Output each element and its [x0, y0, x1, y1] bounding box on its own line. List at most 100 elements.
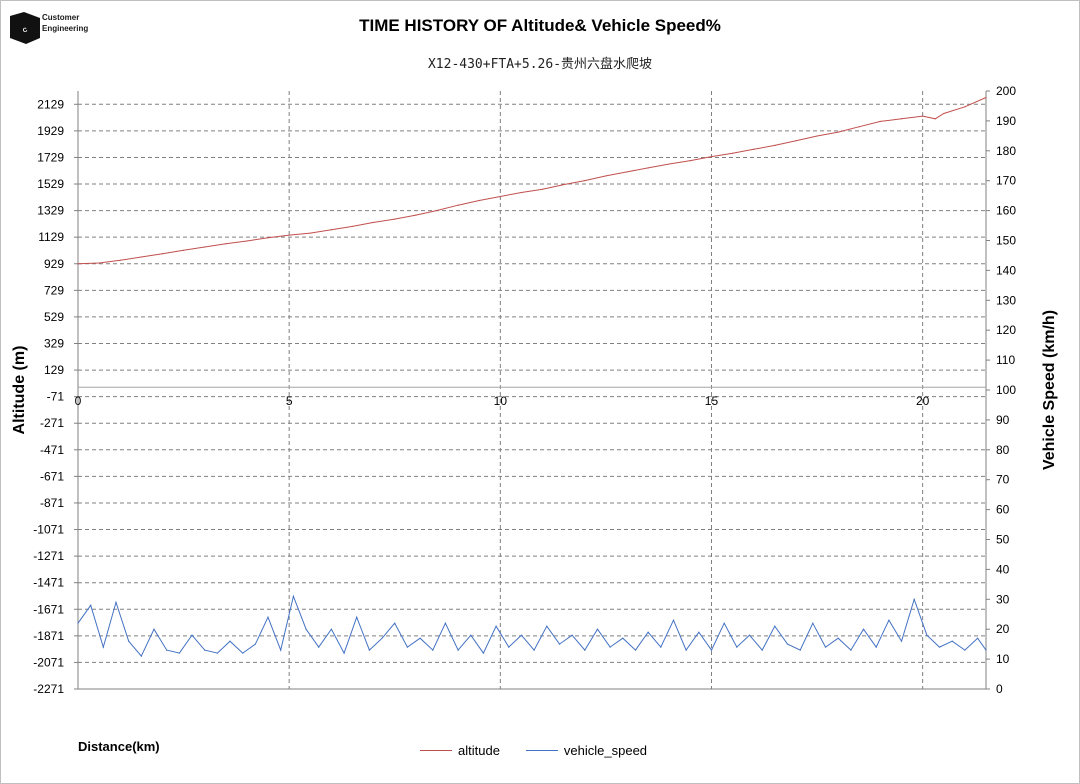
y-right-tick-label: 100 — [996, 383, 1016, 397]
data-point-altitude — [394, 218, 396, 220]
data-point-altitude — [267, 237, 269, 239]
data-point-vehicle-speed — [698, 631, 700, 633]
logo-text: Customer Engineering — [42, 12, 88, 34]
x-tick-label: 10 — [494, 394, 508, 408]
y-right-tick-label: 70 — [996, 473, 1010, 487]
data-point-vehicle-speed — [571, 634, 573, 636]
data-point-altitude — [943, 112, 945, 115]
legend-label-vehicle-speed: vehicle_speed — [563, 743, 648, 758]
data-point-vehicle-speed — [254, 643, 256, 645]
data-point-vehicle-speed — [267, 616, 269, 618]
y-left-tick-label: -1071 — [33, 523, 64, 537]
legend-swatch-altitude — [420, 750, 452, 751]
y-left-tick-label: -71 — [47, 390, 65, 404]
legend-label-altitude: altitude — [458, 743, 500, 758]
data-point-vehicle-speed — [140, 655, 142, 657]
data-point-vehicle-speed — [229, 640, 231, 642]
data-point-vehicle-speed — [191, 634, 193, 636]
data-point-vehicle-speed — [596, 628, 599, 630]
data-point-altitude — [879, 120, 882, 123]
data-point-vehicle-speed — [913, 598, 915, 600]
data-point-altitude — [605, 175, 607, 177]
data-point-altitude — [934, 118, 936, 120]
y-right-tick-label: 60 — [996, 503, 1010, 517]
data-point-vehicle-speed — [77, 622, 79, 624]
y-left-tick-label: -471 — [40, 443, 64, 457]
data-point-vehicle-speed — [178, 652, 180, 654]
data-point-vehicle-speed — [862, 628, 865, 630]
data-point-vehicle-speed — [938, 646, 941, 648]
data-point-altitude — [816, 135, 818, 137]
data-point-altitude — [689, 160, 691, 162]
data-point-vehicle-speed — [216, 652, 218, 654]
y-right-tick-label: 10 — [996, 652, 1010, 666]
data-point-vehicle-speed — [634, 649, 637, 651]
data-point-vehicle-speed — [964, 649, 966, 651]
logo-line2: Engineering — [42, 24, 89, 33]
y-left-tick-label: 1729 — [37, 150, 64, 164]
y-left-tick-label: -871 — [40, 496, 64, 510]
data-point-vehicle-speed — [470, 634, 472, 636]
data-point-vehicle-speed — [558, 643, 561, 645]
data-point-vehicle-speed — [926, 634, 928, 636]
data-point-vehicle-speed — [812, 622, 814, 624]
data-point-vehicle-speed — [115, 601, 117, 603]
data-point-vehicle-speed — [660, 646, 662, 648]
data-point-altitude — [858, 126, 860, 128]
y-left-tick-label: 2129 — [37, 97, 64, 111]
data-point-vehicle-speed — [710, 649, 713, 651]
data-point-vehicle-speed — [985, 649, 987, 651]
data-point-vehicle-speed — [837, 637, 839, 639]
y-left-tick-label: 1129 — [38, 230, 64, 244]
data-point-vehicle-speed — [786, 643, 789, 645]
data-point-vehicle-speed — [381, 637, 383, 639]
legend-item-altitude: altitude — [420, 743, 500, 758]
y-right-tick-label: 110 — [996, 353, 1015, 367]
y-left-tick-label: 129 — [44, 363, 64, 377]
data-point-altitude — [900, 118, 903, 120]
data-point-vehicle-speed — [546, 625, 548, 627]
y-left-tick-label: -1671 — [33, 602, 64, 616]
x-tick-label: 15 — [705, 394, 719, 408]
data-point-altitude — [478, 199, 480, 202]
data-point-altitude — [837, 131, 839, 133]
data-point-altitude — [330, 229, 332, 231]
data-point-altitude — [922, 115, 924, 117]
data-point-vehicle-speed — [774, 625, 776, 627]
y-right-tick-label: 40 — [996, 562, 1010, 576]
data-point-altitude — [584, 179, 586, 182]
y-left-axis-label: Altitude (m) — [11, 346, 28, 435]
chart-subtitle: X12-430+FTA+5.26-贵州六盘水爬坡 — [427, 57, 653, 72]
data-point-vehicle-speed — [368, 649, 371, 651]
data-point-vehicle-speed — [609, 646, 611, 648]
data-point-vehicle-speed — [419, 637, 421, 639]
data-point-vehicle-speed — [824, 646, 827, 648]
y-left-tick-label: 329 — [44, 336, 64, 350]
data-point-altitude — [668, 163, 670, 165]
x-tick-label: 5 — [286, 394, 293, 408]
y-right-tick-label: 200 — [996, 84, 1016, 98]
y-left-tick-label: -2271 — [33, 682, 64, 696]
y-right-tick-label: 130 — [996, 293, 1016, 307]
legend: altitude vehicle_speed — [420, 743, 673, 758]
y-left-tick-label: 1529 — [37, 177, 64, 191]
data-point-altitude — [520, 191, 523, 194]
y-left-tick-label: 1929 — [37, 124, 64, 138]
data-point-vehicle-speed — [748, 634, 751, 636]
data-point-vehicle-speed — [432, 649, 434, 651]
y-right-tick-label: 160 — [996, 204, 1016, 218]
data-point-vehicle-speed — [166, 649, 168, 651]
y-left-tick-label: -271 — [40, 416, 64, 430]
y-left-tick-label: -1271 — [33, 549, 64, 563]
y-right-axis-label: Vehicle Speed (km/h) — [1041, 310, 1058, 470]
data-point-altitude — [647, 167, 649, 169]
data-point-altitude — [225, 243, 227, 245]
data-point-altitude — [710, 156, 713, 158]
data-point-altitude — [732, 152, 734, 154]
data-point-vehicle-speed — [495, 625, 497, 627]
data-point-vehicle-speed — [330, 628, 332, 630]
data-point-altitude — [288, 234, 290, 236]
data-point-vehicle-speed — [242, 652, 244, 654]
y-left-tick-label: 1329 — [37, 204, 64, 218]
data-point-vehicle-speed — [799, 649, 801, 651]
